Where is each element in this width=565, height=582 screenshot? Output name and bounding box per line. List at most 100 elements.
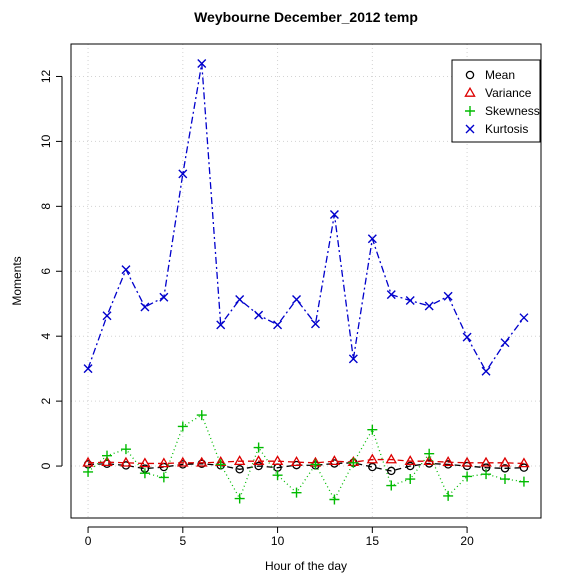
- chart-title: Weybourne December_2012 temp: [194, 9, 418, 25]
- point-skewness: [177, 421, 188, 432]
- legend-box: [451, 59, 541, 143]
- point-variance: [442, 456, 454, 467]
- point-skewness: [215, 459, 226, 470]
- point-skewness: [196, 410, 207, 421]
- point-skewness: [120, 444, 131, 455]
- point-kurtosis: [159, 292, 169, 302]
- point-skewness: [424, 448, 435, 459]
- point-mean: [500, 464, 510, 473]
- legend-label-variance: Variance: [485, 86, 532, 100]
- point-skewness: [443, 490, 454, 501]
- x-axis-label: Hour of the day: [265, 559, 347, 573]
- x-tick-label: 15: [366, 534, 380, 548]
- point-kurtosis: [519, 313, 529, 323]
- point-variance: [233, 455, 246, 466]
- point-skewness: [234, 493, 245, 504]
- point-variance: [271, 455, 284, 466]
- point-kurtosis: [329, 209, 339, 219]
- point-kurtosis: [367, 234, 377, 244]
- point-kurtosis: [462, 332, 472, 342]
- point-kurtosis: [178, 169, 188, 179]
- point-kurtosis: [254, 310, 264, 320]
- point-skewness: [102, 450, 113, 461]
- point-variance: [385, 453, 398, 464]
- point-kurtosis: [197, 58, 207, 68]
- y-tick-label: 4: [39, 333, 53, 340]
- point-mean: [254, 461, 263, 471]
- plot-frame: [70, 43, 542, 519]
- legend-label-kurtosis: Kurtosis: [485, 122, 528, 136]
- point-skewness: [329, 494, 340, 505]
- legend-marker-kurtosis: [465, 124, 475, 134]
- y-tick-label: 8: [39, 203, 53, 210]
- point-variance: [404, 455, 416, 466]
- point-kurtosis: [443, 291, 453, 301]
- point-kurtosis: [216, 320, 226, 330]
- legend-marker-variance: [464, 86, 476, 97]
- point-kurtosis: [386, 290, 396, 300]
- y-axis-label: Moments: [10, 256, 24, 305]
- point-mean: [368, 462, 377, 472]
- y-tick-label: 2: [39, 397, 53, 404]
- point-skewness: [291, 487, 302, 498]
- point-variance: [423, 455, 435, 466]
- legend-label-mean: Mean: [485, 68, 515, 82]
- point-kurtosis: [500, 338, 510, 348]
- legend-marker-skewness: [465, 106, 475, 116]
- point-skewness: [405, 474, 416, 485]
- legend-marker-mean: [465, 70, 475, 80]
- point-kurtosis: [102, 311, 112, 321]
- point-variance: [252, 455, 265, 466]
- point-variance: [177, 456, 189, 467]
- point-skewness: [462, 471, 473, 482]
- point-skewness: [158, 472, 169, 483]
- point-skewness: [481, 469, 492, 480]
- point-variance: [82, 456, 94, 467]
- point-skewness: [386, 480, 397, 491]
- series-line-kurtosis: [87, 63, 525, 373]
- point-mean: [235, 465, 244, 474]
- point-skewness: [348, 457, 359, 468]
- point-kurtosis: [405, 295, 415, 305]
- point-skewness: [139, 468, 150, 479]
- point-variance: [328, 455, 341, 466]
- point-kurtosis: [273, 320, 283, 330]
- point-skewness: [83, 466, 94, 477]
- x-tick-label: 5: [179, 534, 186, 548]
- point-kurtosis: [235, 295, 245, 304]
- point-kurtosis: [140, 302, 150, 312]
- point-variance: [120, 456, 132, 467]
- legend-label-skewness: Skewness: [485, 104, 540, 118]
- x-tick-label: 20: [460, 534, 474, 548]
- y-tick-label: 10: [39, 134, 53, 148]
- series-line-variance: [88, 458, 524, 465]
- point-variance: [196, 456, 208, 467]
- point-kurtosis: [348, 354, 358, 364]
- y-tick-label: 6: [39, 268, 53, 275]
- point-kurtosis: [292, 295, 302, 304]
- point-kurtosis: [310, 319, 320, 329]
- x-tick-label: 0: [85, 534, 92, 548]
- x-tick-label: 10: [271, 534, 285, 548]
- point-variance: [290, 456, 303, 467]
- point-skewness: [272, 470, 283, 481]
- series-line-skewness: [87, 414, 525, 501]
- point-variance: [101, 456, 113, 467]
- point-skewness: [518, 476, 529, 487]
- point-variance: [461, 456, 473, 467]
- point-mean: [387, 466, 396, 476]
- point-variance: [366, 453, 379, 464]
- y-tick-label: 0: [39, 462, 53, 469]
- point-kurtosis: [121, 265, 131, 275]
- point-variance: [518, 457, 530, 468]
- point-variance: [139, 457, 151, 468]
- point-kurtosis: [424, 301, 434, 311]
- point-skewness: [310, 459, 321, 470]
- point-variance: [499, 456, 511, 467]
- point-variance: [480, 456, 492, 467]
- point-mean: [519, 463, 529, 472]
- point-kurtosis: [481, 366, 491, 376]
- point-skewness: [367, 424, 378, 435]
- y-tick-label: 12: [39, 69, 53, 83]
